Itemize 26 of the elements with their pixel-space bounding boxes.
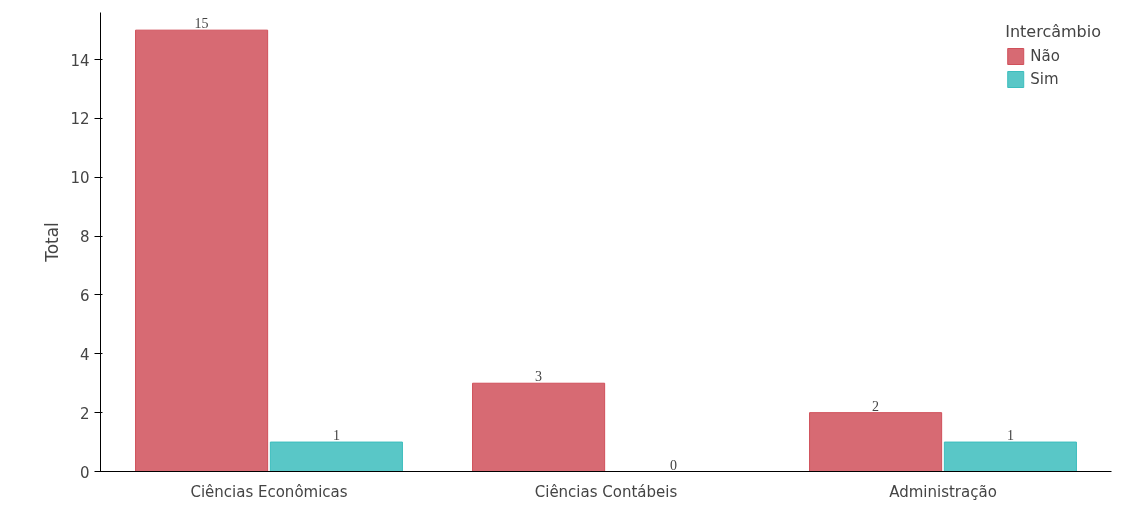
data-label: 2 [872,398,880,414]
bar [809,412,943,472]
x-tick-label: Ciências Contábeis [534,482,678,501]
legend-label: Sim [1030,70,1059,88]
data-label: 0 [669,457,677,473]
x-tick-label: Administração [889,482,997,501]
legend-label: Não [1030,47,1060,65]
y-tick-label: 4 [79,345,90,364]
legend-title: Intercâmbio [1005,22,1101,41]
y-axis-title: Total [42,222,63,263]
y-tick-label: 12 [70,110,90,129]
y-tick-label: 6 [79,286,90,305]
bar [135,29,269,472]
y-tick-label: 8 [79,228,90,247]
data-label: 1 [1006,428,1014,444]
bar [943,441,1077,472]
data-label: 1 [332,428,340,444]
y-tick-label: 2 [79,404,90,423]
data-label: 15 [194,16,209,32]
y-tick-label: 0 [79,463,90,482]
y-tick-label: 10 [70,169,90,188]
bar [472,382,606,472]
y-tick-label: 14 [70,51,90,70]
x-tick-label: Ciências Econômicas [190,482,348,501]
data-label: 3 [535,369,543,385]
bar [269,441,403,472]
